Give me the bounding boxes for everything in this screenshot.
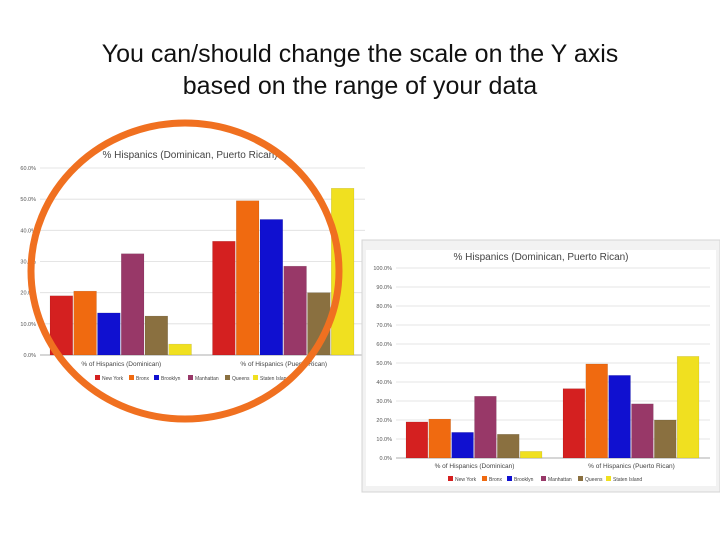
bar-bronx bbox=[428, 418, 451, 459]
bar-queens bbox=[654, 419, 677, 459]
y-tick-label: 50.0% bbox=[376, 361, 392, 367]
chart-title: % Hispanics (Dominican, Puerto Rican) bbox=[102, 150, 277, 161]
legend-entry: Staten Island bbox=[260, 376, 289, 382]
category-label: % of Hispanics (Puerto Rican) bbox=[588, 463, 675, 470]
legend-swatch bbox=[225, 375, 230, 380]
y-tick-label: 80.0% bbox=[376, 304, 392, 310]
bar-manhattan bbox=[631, 403, 654, 459]
bar-staten-island bbox=[168, 343, 192, 356]
legend-swatch bbox=[507, 476, 512, 481]
bar-bronx bbox=[585, 363, 608, 459]
legend-entry: Manhattan bbox=[195, 376, 219, 382]
y-tick-label: 90.0% bbox=[376, 285, 392, 291]
category-label: % of Hispanics (Dominican) bbox=[81, 361, 161, 368]
legend-entry: Brooklyn bbox=[514, 477, 534, 483]
chart-2: % Hispanics (Dominican, Puerto Rican) 100… bbox=[361, 239, 720, 493]
legend-entry: New York bbox=[455, 477, 477, 483]
legend-entry: Queens bbox=[232, 376, 250, 382]
category-label: % of Hispanics (Puerto Rican) bbox=[240, 361, 327, 368]
chart-title: % Hispanics (Dominican, Puerto Rican) bbox=[453, 252, 628, 263]
legend-swatch bbox=[129, 375, 134, 380]
legend-entry: Bronx bbox=[136, 376, 150, 382]
bar-staten-island bbox=[331, 188, 355, 356]
legend-entry: Staten Island bbox=[613, 477, 642, 483]
y-tick-label: 60.0% bbox=[20, 166, 36, 172]
y-tick-label: 70.0% bbox=[376, 323, 392, 329]
legend-entry: Queens bbox=[585, 477, 603, 483]
y-tick-label: 20.0% bbox=[376, 418, 392, 424]
y-tick-label: 40.0% bbox=[20, 228, 36, 234]
slide-title: You can/should change the scale on the Y… bbox=[0, 38, 720, 102]
legend-swatch bbox=[482, 476, 487, 481]
bar-brooklyn bbox=[451, 432, 474, 459]
bar-manhattan bbox=[121, 253, 145, 356]
legend-swatch bbox=[154, 375, 159, 380]
legend-swatch bbox=[541, 476, 546, 481]
legend-entry: Manhattan bbox=[548, 477, 572, 483]
y-tick-label: 0.0% bbox=[23, 353, 36, 359]
bar-bronx bbox=[236, 200, 260, 356]
category-label: % of Hispanics (Dominican) bbox=[435, 463, 515, 470]
slide-title-line-1: You can/should change the scale on the Y… bbox=[101, 40, 619, 68]
legend-swatch bbox=[448, 476, 453, 481]
legend-swatch bbox=[188, 375, 193, 380]
y-tick-label: 60.0% bbox=[376, 342, 392, 348]
legend-swatch bbox=[606, 476, 611, 481]
y-tick-label: 40.0% bbox=[376, 380, 392, 386]
bar-staten-island bbox=[676, 356, 700, 459]
legend-entry: Brooklyn bbox=[161, 376, 181, 382]
legend-swatch bbox=[578, 476, 583, 481]
bar-manhattan bbox=[474, 396, 497, 459]
bar-brooklyn bbox=[259, 219, 283, 356]
highlight-circle bbox=[27, 119, 343, 423]
y-tick-label: 20.0% bbox=[20, 291, 36, 297]
y-tick-label: 100.0% bbox=[373, 266, 392, 272]
bar-bronx bbox=[73, 290, 97, 356]
legend-entry: New York bbox=[102, 376, 124, 382]
y-tick-label: 0.0% bbox=[379, 456, 392, 462]
slide-title-line-2: based on the range of your data bbox=[182, 72, 538, 100]
y-tick-label: 10.0% bbox=[20, 322, 36, 328]
bar-staten-island bbox=[519, 451, 543, 459]
y-tick-label: 30.0% bbox=[376, 399, 392, 405]
legend-swatch bbox=[253, 375, 258, 380]
bar-new-york bbox=[405, 421, 429, 459]
legend-entry: Bronx bbox=[489, 477, 503, 483]
legend-swatch bbox=[95, 375, 100, 380]
y-tick-label: 50.0% bbox=[20, 197, 36, 203]
bar-brooklyn bbox=[608, 375, 631, 459]
chart-1: % Hispanics (Dominican, Puerto Rican) 60.… bbox=[20, 150, 365, 382]
bar-new-york bbox=[212, 240, 236, 356]
bar-new-york bbox=[562, 388, 586, 459]
y-tick-label: 10.0% bbox=[376, 437, 392, 443]
bar-queens bbox=[497, 434, 520, 459]
bar-queens bbox=[144, 315, 168, 356]
bar-brooklyn bbox=[97, 312, 121, 356]
bar-manhattan bbox=[283, 265, 307, 356]
